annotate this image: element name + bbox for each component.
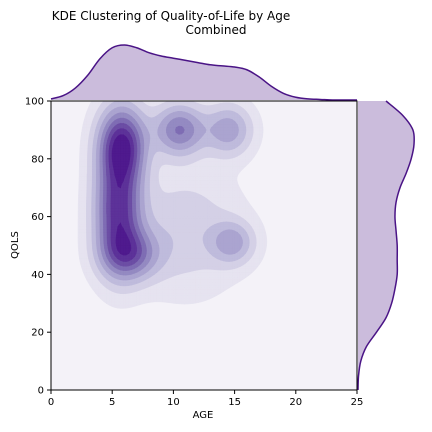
- y-tick-label: 40: [31, 270, 44, 281]
- x-tick-label: 25: [351, 397, 364, 408]
- plot-frame: [50, 100, 358, 391]
- y-axis-label: QOLS: [10, 231, 21, 259]
- x-tick-label: 10: [167, 397, 180, 408]
- marginal-y-fill: [358, 101, 415, 390]
- x-axis-label: AGE: [193, 410, 214, 421]
- x-tick-label: 15: [228, 397, 241, 408]
- y-tick-label: 100: [25, 97, 44, 108]
- x-tick-label: 0: [48, 397, 54, 408]
- chart-title: KDE Clustering of Quality-of-Life by Age: [52, 9, 291, 23]
- x-tick-label: 20: [289, 397, 302, 408]
- marginal-x-line: [50, 44, 357, 101]
- y-tick-label: 20: [31, 328, 44, 339]
- y-tick-label: 60: [31, 212, 44, 223]
- marginal-x-fill: [51, 45, 357, 101]
- chart-subtitle: Combined: [186, 23, 247, 37]
- kde-contours: [77, 101, 268, 309]
- y-tick-label: 80: [31, 154, 44, 165]
- x-axis: 0 5 10 15 20 25: [48, 390, 364, 408]
- marginal-y-density: [357, 100, 416, 391]
- y-axis: 0 20 40 60 80 100: [25, 97, 51, 397]
- kde-level-9: [111, 134, 132, 256]
- marginal-x-density: [50, 44, 357, 101]
- x-tick-label: 5: [109, 397, 115, 408]
- y-tick-label: 0: [38, 386, 44, 397]
- marginal-y-line: [357, 100, 416, 391]
